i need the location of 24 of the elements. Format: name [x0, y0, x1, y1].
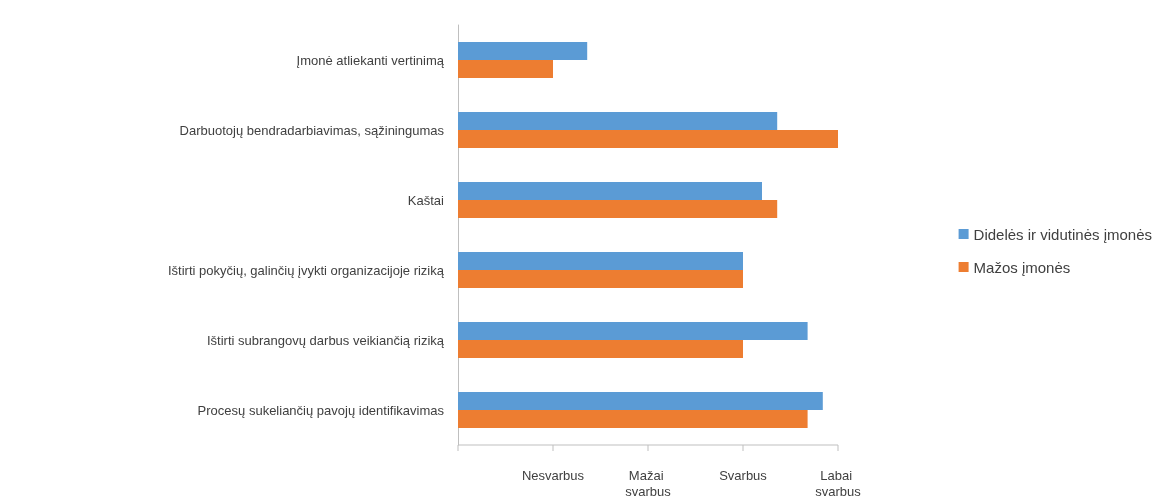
y-tick-label: Ištirti pokyčių, galinčių įvykti organizacijoje riziką: [168, 262, 445, 278]
y-tick-label: Kaštai: [407, 192, 445, 208]
y-tick-label: Darbuotojų bendradarbiavimas, sąžiningumas: [179, 122, 445, 138]
bar: [458, 200, 778, 218]
legend-label: Mažos įmonės: [973, 258, 1071, 276]
bar: [458, 322, 808, 340]
bar: [458, 60, 553, 78]
bar: [458, 112, 778, 130]
y-tick-label: Ištirti subrangovų darbus veikiančią riziką: [207, 332, 445, 348]
bar: [458, 270, 743, 288]
text: Labai svarbus: [815, 467, 862, 499]
bar: [458, 130, 838, 148]
text: Svarbus: [719, 467, 768, 483]
bar: [458, 392, 823, 410]
bar: [458, 252, 743, 270]
bar: [458, 340, 743, 358]
bar: [458, 182, 762, 200]
bar: [458, 42, 588, 60]
legend-label: Didelės ir vidutinės įmonės: [973, 225, 1153, 243]
text: Mažai svarbus: [625, 467, 672, 499]
y-tick-label: Procesų sukeliančių pavojų identifikavimas: [197, 402, 445, 418]
text: Nesvarbus: [521, 467, 585, 483]
y-tick-label: Įmonė atliekanti vertinimą: [296, 52, 445, 68]
bar: [458, 410, 808, 428]
